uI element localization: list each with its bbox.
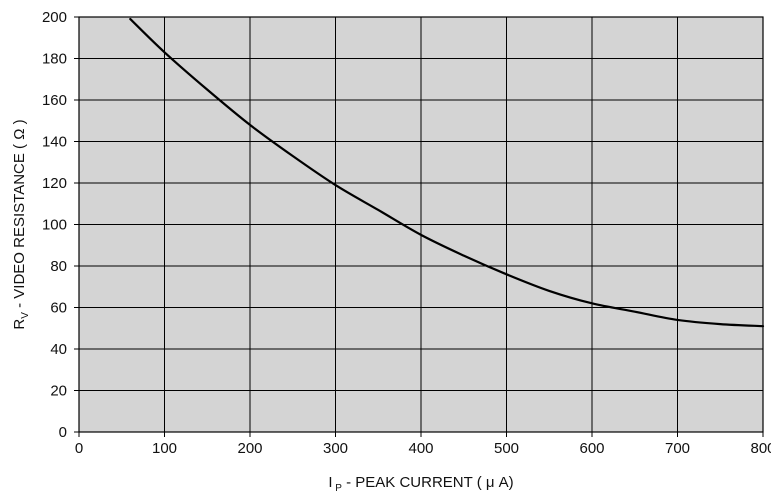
- y-tick-label: 200: [42, 9, 67, 26]
- y-axis-title-subscript: V: [20, 312, 31, 319]
- y-tick-label: 100: [42, 217, 67, 234]
- x-axis-title: I P - PEAK CURRENT ( μ A): [328, 474, 513, 494]
- x-tick-label: 500: [494, 440, 519, 457]
- y-tick-label: 140: [42, 134, 67, 151]
- y-tick-label: 180: [42, 51, 67, 68]
- y-tick-label: 0: [59, 424, 67, 441]
- x-tick-label: 200: [237, 440, 262, 457]
- x-tick-label: 700: [665, 440, 690, 457]
- y-tick-label: 160: [42, 92, 67, 109]
- resistance-curve: [129, 17, 765, 328]
- x-tick-label: 400: [408, 440, 433, 457]
- x-tick-label: 100: [152, 440, 177, 457]
- y-tick-label: 20: [50, 383, 67, 400]
- tick-marks: [74, 16, 764, 437]
- y-axis-title-text: - VIDEO RESISTANCE ( Ω ): [11, 119, 28, 312]
- x-axis-title-subscript: P: [333, 483, 343, 494]
- x-tick-label: 600: [579, 440, 604, 457]
- y-axis-title-symbol: R: [11, 319, 28, 330]
- x-axis-title-symbol: I: [328, 474, 332, 491]
- y-axis-title: RV - VIDEO RESISTANCE ( Ω ): [11, 119, 31, 329]
- y-tick-label: 60: [50, 300, 67, 317]
- y-tick-label: 120: [42, 175, 67, 192]
- x-axis-title-text: - PEAK CURRENT ( μ A): [342, 474, 514, 491]
- y-tick-label: 40: [50, 341, 67, 358]
- x-tick-label: 300: [323, 440, 348, 457]
- x-tick-label: 0: [75, 440, 83, 457]
- x-tick-label: 800: [750, 440, 771, 457]
- y-tick-label: 80: [50, 258, 67, 275]
